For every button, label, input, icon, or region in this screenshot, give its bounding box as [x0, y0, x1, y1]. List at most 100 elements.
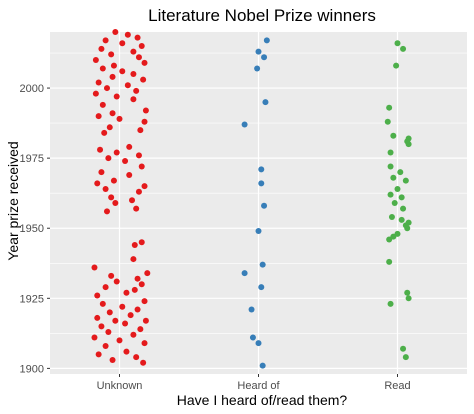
data-point — [99, 300, 106, 307]
data-point — [142, 317, 149, 324]
chart-title: Literature Nobel Prize winners — [148, 6, 376, 25]
data-point — [97, 146, 104, 153]
data-point — [103, 85, 110, 92]
data-point — [394, 40, 401, 47]
data-point — [106, 309, 113, 316]
data-point — [91, 334, 98, 341]
data-point — [387, 300, 394, 307]
data-point — [95, 113, 102, 120]
data-point — [258, 284, 265, 291]
data-point — [137, 326, 144, 333]
data-point — [123, 348, 130, 355]
data-point — [140, 76, 147, 83]
y-axis-ticks: 1900 1925 1950 1975 2000 — [20, 83, 50, 375]
data-point — [255, 340, 262, 347]
data-point — [398, 216, 405, 223]
data-point — [249, 334, 256, 341]
data-point — [390, 174, 397, 181]
data-point — [393, 62, 400, 69]
data-point — [402, 354, 409, 361]
data-point — [134, 306, 141, 313]
data-point — [140, 359, 147, 366]
data-point — [133, 87, 140, 94]
data-point — [116, 115, 123, 122]
data-point — [113, 93, 120, 100]
data-point — [388, 214, 395, 221]
data-point — [113, 149, 120, 156]
data-point — [394, 230, 401, 237]
data-point — [126, 171, 133, 178]
data-point — [119, 68, 126, 75]
data-point — [122, 157, 129, 164]
data-point — [98, 45, 105, 52]
data-point — [137, 127, 144, 134]
data-point — [402, 177, 409, 184]
data-point — [102, 37, 109, 44]
data-point — [103, 208, 110, 215]
data-point — [131, 242, 138, 249]
data-point — [124, 82, 131, 89]
data-point — [258, 180, 265, 187]
y-tick-label: 1975 — [20, 153, 44, 165]
data-point — [387, 163, 394, 170]
data-point — [129, 197, 136, 204]
data-point — [241, 121, 248, 128]
data-point — [91, 264, 98, 271]
y-tick-label: 1950 — [20, 223, 44, 235]
data-point — [108, 272, 115, 279]
data-point — [106, 124, 113, 131]
data-point — [112, 317, 119, 324]
data-point — [112, 29, 119, 35]
data-points — [91, 29, 412, 369]
data-point — [405, 135, 412, 142]
data-point — [109, 110, 116, 117]
data-point — [102, 284, 109, 291]
data-point — [144, 270, 151, 277]
data-point — [248, 306, 255, 313]
data-point — [130, 256, 137, 263]
data-point — [119, 303, 126, 310]
data-point — [141, 118, 148, 125]
data-point — [391, 200, 398, 206]
x-tick-label: Unknown — [97, 380, 143, 392]
data-point — [142, 107, 149, 114]
x-tick-label: Heard of — [237, 380, 280, 392]
data-point — [135, 152, 142, 159]
data-point — [259, 261, 266, 268]
data-point — [131, 286, 138, 293]
data-point — [397, 169, 404, 176]
data-point — [138, 43, 145, 50]
data-point — [141, 59, 148, 66]
data-point — [138, 239, 145, 246]
data-point — [133, 205, 140, 212]
data-point — [384, 118, 391, 125]
data-point — [113, 278, 120, 285]
data-point — [102, 342, 109, 349]
data-point — [263, 37, 270, 44]
data-point — [130, 48, 137, 55]
data-point — [123, 289, 130, 296]
data-point — [130, 331, 137, 338]
data-point — [394, 185, 401, 192]
data-point — [127, 312, 134, 319]
data-point — [400, 345, 407, 352]
data-point — [130, 96, 137, 103]
data-point — [92, 57, 99, 64]
data-point — [116, 337, 123, 344]
data-point — [126, 143, 133, 150]
data-point — [122, 320, 129, 327]
data-point — [98, 169, 105, 176]
data-point — [102, 185, 109, 192]
data-point — [105, 328, 112, 335]
data-point — [110, 177, 117, 184]
data-point — [259, 362, 266, 369]
data-point — [241, 270, 248, 277]
data-point — [255, 48, 262, 55]
data-point — [108, 51, 115, 58]
data-point — [94, 292, 101, 299]
data-point — [386, 104, 393, 111]
data-point — [255, 228, 262, 235]
y-tick-label: 1900 — [20, 363, 44, 375]
data-point — [99, 65, 106, 72]
